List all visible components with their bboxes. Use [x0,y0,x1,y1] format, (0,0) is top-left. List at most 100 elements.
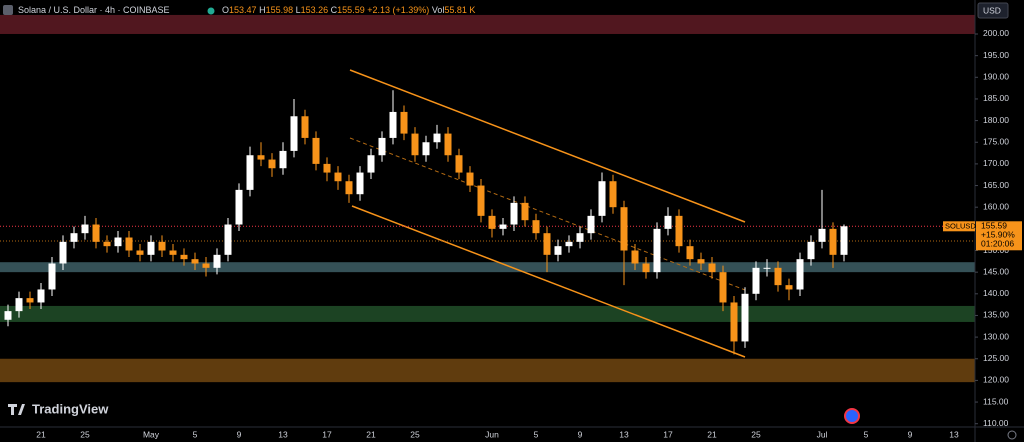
x-tick-label: 9 [237,429,242,439]
y-tick-label: 110.00 [983,418,1009,428]
y-tick-label: 115.00 [983,396,1009,406]
candle-body [719,272,727,303]
x-tick-label: 13 [619,429,629,439]
candle-body [26,298,34,303]
candle-body [235,189,243,225]
candle-body [246,155,254,190]
ohlc-legend: O153.47 H155.98 L153.26 C155.59 +2.13 (+… [222,5,475,15]
logo-mark [8,404,25,415]
x-tick-label: 17 [322,429,332,439]
price-box [976,221,1022,251]
symbol-tag [943,221,975,232]
candle-body [444,133,452,156]
candle-body [664,215,672,229]
event-icon[interactable] [844,408,860,424]
y-tick-label: 185.00 [983,93,1009,103]
x-tick-label: 9 [908,429,913,439]
candle-body [554,246,562,255]
candle-body [37,289,45,303]
symbol-icon [3,5,13,15]
brand-logo: TradingView [8,401,109,416]
candle-body [103,241,111,247]
x-tick-label: 5 [864,429,869,439]
candle-body [708,263,716,273]
candle-body [576,233,584,242]
candle-body [81,224,89,234]
candle-body [565,241,573,247]
y-tick-label: 190.00 [983,72,1009,82]
high-label: H [259,5,266,15]
candle-body [488,215,496,229]
x-tick-label: 17 [663,429,673,439]
candle-body [202,263,210,268]
candle-body [741,293,749,342]
close-value: 155.59 [337,5,365,15]
candle-body [59,241,67,264]
candle-body [455,155,463,173]
y-tick-label: 165.00 [983,180,1009,190]
candle-body [774,267,782,286]
candle-body [642,263,650,273]
x-tick-label: Jun [485,429,499,439]
header: Solana / U.S. Dollar · 4h · COINBASE [18,5,170,15]
y-tick-label: 195.00 [983,50,1009,60]
currency-button[interactable] [977,2,1009,19]
candle-body [686,246,694,260]
candle-body [807,241,815,260]
zone [0,358,975,383]
candle-body [466,172,474,186]
y-tick-label: 140.00 [983,288,1009,298]
y-tick-label: 170.00 [983,158,1009,168]
price-box-countdown: 01:20:06 [981,239,1014,249]
x-tick-label: 21 [36,429,46,439]
y-tick-label: 135.00 [983,310,1009,320]
x-tick-label: 25 [80,429,90,439]
currency-label[interactable]: USD [983,5,1001,15]
candle-body [521,202,529,221]
candle-body [510,202,518,225]
candle-body [675,215,683,247]
candle-body [389,111,397,138]
y-tick-label: 180.00 [983,115,1009,125]
candle-body [323,163,331,173]
channel-lower [351,205,746,358]
volume-label: Vol [432,5,445,15]
candle-body [180,254,188,260]
candle-body [224,224,232,255]
market-status [207,7,215,15]
x-tick-label: 21 [707,429,717,439]
candle-body [587,215,595,234]
candle-body [730,302,738,342]
x-tick-label: May [143,429,160,439]
x-tick-label: 25 [410,429,420,439]
price-box-change: +15.90% [981,230,1015,240]
x-tick-label: 25 [751,429,761,439]
x-tick-label: 13 [278,429,288,439]
candle-body [70,233,78,242]
candle-body [411,133,419,156]
open-label: O [222,5,229,15]
volume-value: 55.81 K [444,5,475,15]
y-tick-label: 160.00 [983,201,1009,211]
candle-body [785,285,793,290]
candle-body [290,116,298,151]
candle-body [257,155,265,160]
change: +2.13 [367,5,390,15]
settings-icon[interactable] [1007,430,1017,440]
candles [4,90,848,355]
candle-body [48,263,56,290]
x-tick-label: Jul [817,429,828,439]
candle-body [477,185,485,216]
y-tick-label: 145.00 [983,266,1009,276]
candle-body [213,254,221,268]
candle-body [796,259,804,290]
symbol: Solana / U.S. Dollar · 4h · COINBASE [18,5,170,15]
candle-body [301,116,309,138]
candle-body [609,181,617,208]
brand-name: TradingView [32,401,109,416]
candle-body [147,241,155,255]
channel-upper [349,69,746,223]
low-value: 153.26 [301,5,329,15]
candle-body [697,259,705,264]
candle-body [279,150,287,169]
